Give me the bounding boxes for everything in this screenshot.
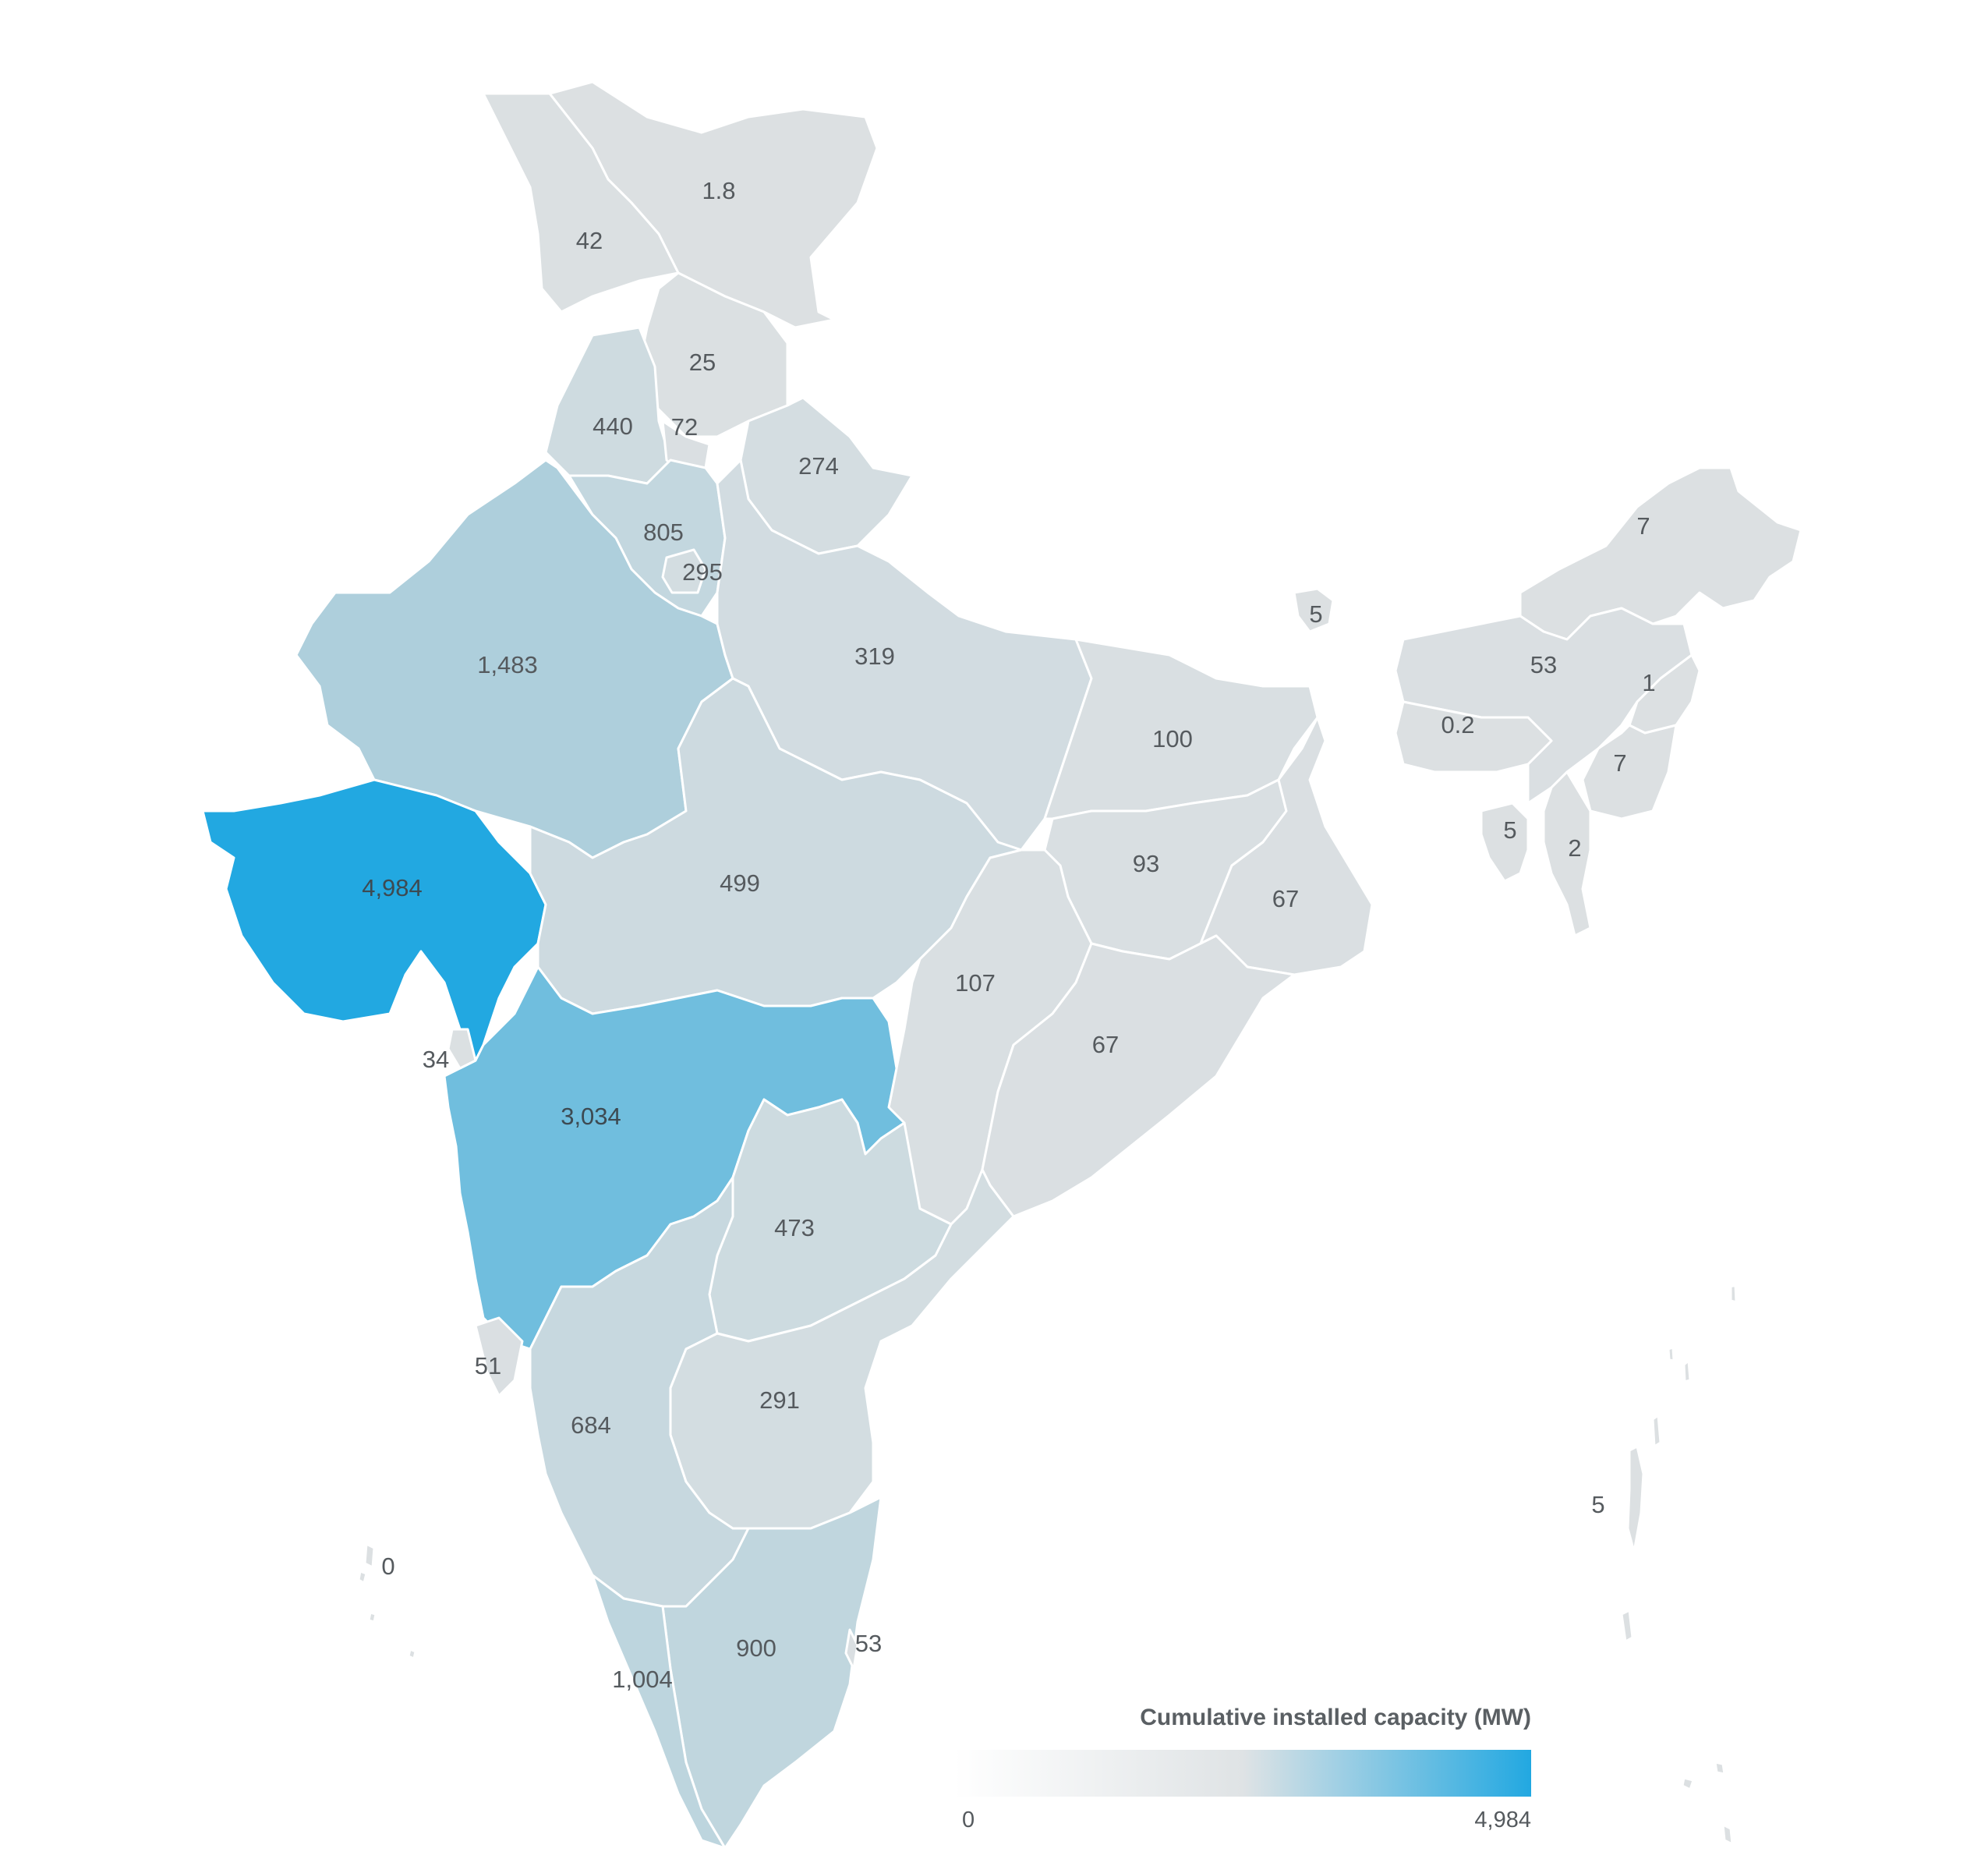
- region-label-jammu-kashmir: 42: [576, 227, 603, 254]
- region-goa: [474, 1316, 524, 1397]
- region-dadra-nagar-haveli-daman-diu: [447, 1028, 477, 1070]
- region-label-uttar-pradesh: 319: [854, 643, 895, 670]
- region-label-andaman-nicobar: 5: [1591, 1491, 1604, 1518]
- region-manipur: [1581, 724, 1678, 820]
- region-label-andhra-pradesh: 291: [759, 1386, 800, 1414]
- region-label-jharkhand: 93: [1133, 850, 1159, 877]
- region-west-bengal: [1199, 716, 1374, 976]
- region-sikkim: [1293, 587, 1335, 633]
- region-lakshadweep: [357, 1542, 417, 1660]
- region-label-chhattisgarh: 107: [955, 969, 996, 997]
- region-label-haryana: 805: [643, 519, 684, 546]
- region-tripura: [1480, 802, 1530, 883]
- region-mizoram: [1542, 770, 1592, 937]
- region-label-arunachal-pradesh: 7: [1636, 512, 1650, 540]
- region-label-punjab: 440: [593, 413, 633, 440]
- legend-min-label: 0: [962, 1808, 975, 1832]
- legend-color-scale: [954, 1750, 1531, 1797]
- region-puducherry: [844, 1628, 859, 1670]
- region-label-assam: 53: [1530, 651, 1557, 678]
- region-label-madhya-pradesh: 499: [720, 869, 760, 897]
- region-label-uttarakhand: 274: [798, 452, 839, 480]
- region-label-maharashtra: 3,034: [561, 1103, 621, 1130]
- legend-title: Cumulative installed capacity (MW): [1140, 1705, 1531, 1730]
- region-meghalaya: [1394, 700, 1553, 774]
- region-label-tripura: 5: [1503, 816, 1516, 844]
- region-label-chandigarh: 72: [671, 413, 698, 441]
- region-label-kerala: 1,004: [612, 1666, 673, 1693]
- region-label-himachal-pradesh: 25: [689, 349, 716, 376]
- region-odisha: [981, 934, 1296, 1218]
- region-label-bihar: 100: [1152, 725, 1193, 752]
- region-label-rajasthan: 1,483: [477, 651, 538, 678]
- region-andaman-nicobar: [1620, 1284, 1738, 1846]
- region-label-manipur: 7: [1613, 749, 1626, 777]
- region-label-ladakh: 1.8: [702, 177, 735, 204]
- region-label-odisha: 67: [1092, 1031, 1119, 1058]
- region-label-goa: 51: [475, 1352, 501, 1379]
- region-label-nagaland: 1: [1642, 669, 1655, 696]
- region-arunachal-pradesh: [1519, 466, 1802, 641]
- region-label-puducherry: 53: [855, 1630, 882, 1657]
- region-label-karnataka: 684: [571, 1411, 611, 1439]
- region-label-gujarat: 4,984: [362, 874, 423, 901]
- region-label-delhi: 295: [682, 558, 723, 586]
- region-label-tamil-nadu: 900: [736, 1634, 776, 1662]
- region-label-dadra-nagar-haveli-daman-diu: 34: [423, 1046, 449, 1073]
- region-delhi: [661, 548, 707, 594]
- region-label-sikkim: 5: [1309, 600, 1322, 628]
- region-label-west-bengal: 67: [1272, 885, 1299, 912]
- region-kerala: [591, 1574, 727, 1850]
- region-label-lakshadweep: 0: [381, 1553, 394, 1580]
- region-jammu-kashmir: [482, 92, 680, 313]
- legend-max-label: 4,984: [1474, 1808, 1531, 1832]
- region-label-meghalaya: 0.2: [1441, 711, 1474, 738]
- region-gujarat: [201, 778, 547, 1062]
- map-legend: Cumulative installed capacity (MW) 0 4,9…: [954, 1705, 1531, 1832]
- region-andhra-pradesh: [669, 1168, 1015, 1530]
- region-label-mizoram: 2: [1568, 834, 1581, 862]
- region-label-telangana: 473: [774, 1214, 815, 1241]
